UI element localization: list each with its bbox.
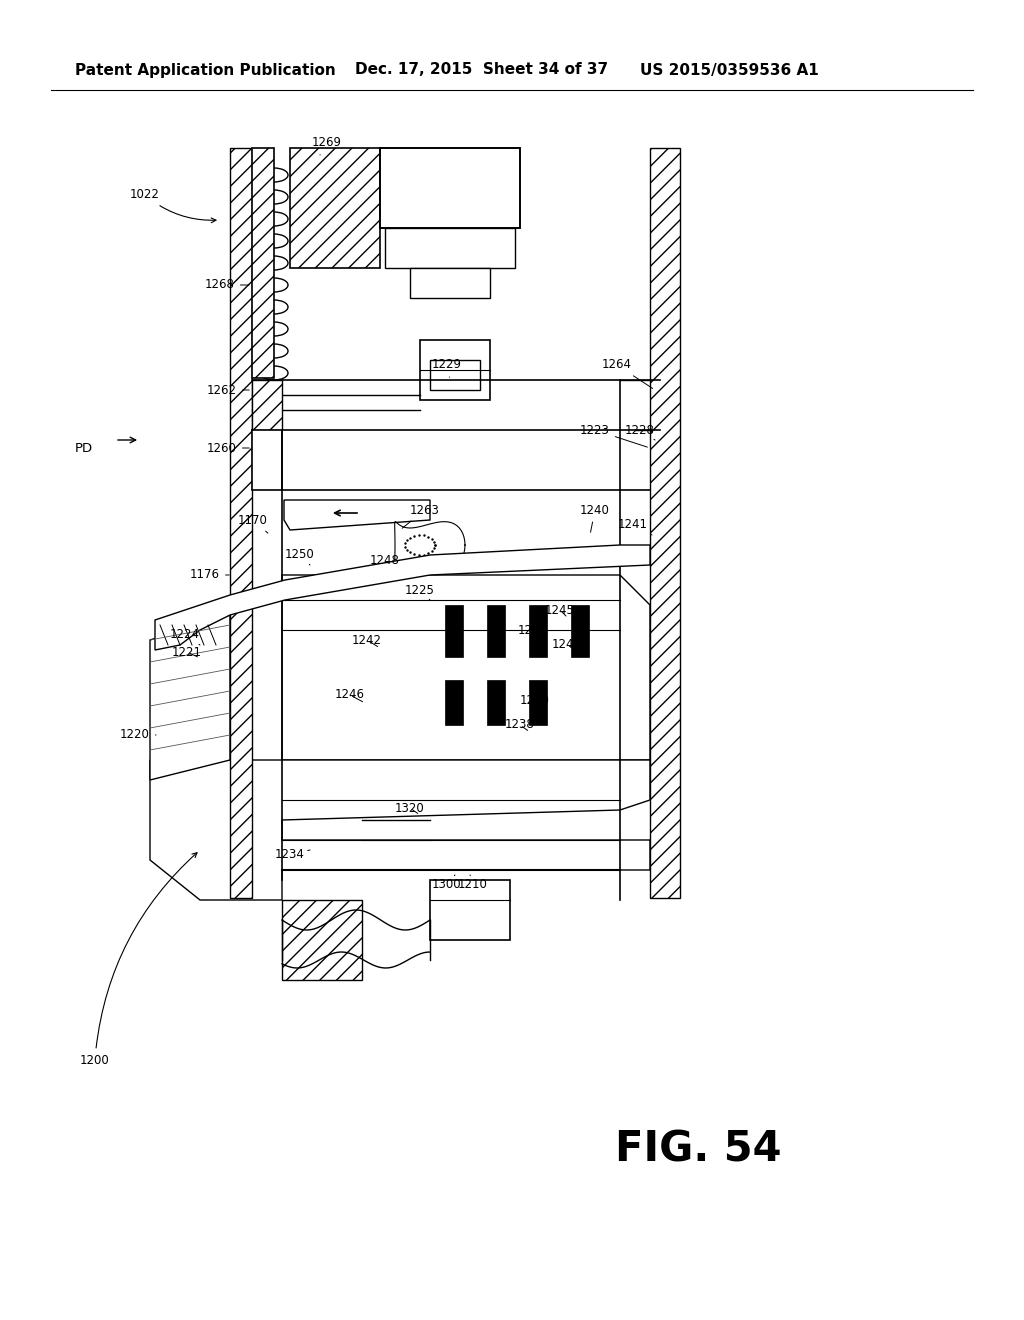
Bar xyxy=(410,268,490,298)
Text: 1320: 1320 xyxy=(395,801,425,814)
Text: 1245: 1245 xyxy=(545,603,574,616)
Ellipse shape xyxy=(260,322,288,337)
Text: 1240: 1240 xyxy=(520,693,550,710)
Bar xyxy=(252,380,282,430)
Ellipse shape xyxy=(260,279,288,292)
Ellipse shape xyxy=(260,213,288,226)
Bar xyxy=(380,148,520,228)
Text: FIG. 54: FIG. 54 xyxy=(615,1129,781,1171)
Ellipse shape xyxy=(260,168,288,182)
Text: 1248: 1248 xyxy=(370,553,400,566)
Ellipse shape xyxy=(260,366,288,380)
Bar xyxy=(252,148,274,378)
Text: 1269: 1269 xyxy=(312,136,342,154)
Bar xyxy=(529,680,547,725)
Bar xyxy=(430,880,510,940)
Text: 1260: 1260 xyxy=(207,441,249,454)
Bar xyxy=(380,148,520,228)
Text: 1200: 1200 xyxy=(80,853,197,1067)
Polygon shape xyxy=(150,760,650,900)
Text: 1228: 1228 xyxy=(625,424,655,440)
Bar xyxy=(445,605,463,657)
Text: 1263: 1263 xyxy=(402,503,440,528)
Text: 1238: 1238 xyxy=(505,718,535,731)
Text: 1219: 1219 xyxy=(518,623,548,640)
Text: PD: PD xyxy=(75,441,93,454)
Bar xyxy=(230,148,252,898)
Ellipse shape xyxy=(260,300,288,314)
Text: 1262: 1262 xyxy=(207,384,249,396)
Bar xyxy=(445,680,463,725)
Text: 1242: 1242 xyxy=(352,634,382,647)
Text: 1224: 1224 xyxy=(170,628,200,645)
Bar xyxy=(252,430,282,490)
Text: 1225: 1225 xyxy=(406,583,435,601)
Text: 1244: 1244 xyxy=(552,639,582,652)
Bar xyxy=(529,605,547,657)
Text: 1210: 1210 xyxy=(458,875,487,891)
Bar xyxy=(487,680,505,725)
Ellipse shape xyxy=(260,190,288,205)
Text: 1221: 1221 xyxy=(172,645,202,659)
Polygon shape xyxy=(282,576,650,760)
Bar xyxy=(487,605,505,657)
Ellipse shape xyxy=(260,234,288,248)
Ellipse shape xyxy=(260,256,288,271)
Text: 1223: 1223 xyxy=(580,424,647,447)
Text: 1022: 1022 xyxy=(130,189,216,223)
Ellipse shape xyxy=(260,345,288,358)
Polygon shape xyxy=(284,500,430,531)
Polygon shape xyxy=(155,545,650,649)
Text: 1250: 1250 xyxy=(285,549,314,565)
Text: 1176: 1176 xyxy=(190,569,229,582)
Text: 1170: 1170 xyxy=(238,513,268,533)
Text: 1268: 1268 xyxy=(205,279,249,292)
Bar xyxy=(430,360,480,389)
Text: 1300: 1300 xyxy=(432,875,462,891)
Text: Dec. 17, 2015  Sheet 34 of 37: Dec. 17, 2015 Sheet 34 of 37 xyxy=(355,62,608,78)
Text: 1220: 1220 xyxy=(120,729,156,742)
Text: US 2015/0359536 A1: US 2015/0359536 A1 xyxy=(640,62,819,78)
Bar xyxy=(650,148,680,898)
Text: 1264: 1264 xyxy=(602,359,652,388)
Bar xyxy=(420,341,490,400)
Polygon shape xyxy=(150,615,230,780)
Bar xyxy=(571,605,589,657)
Bar xyxy=(290,148,380,268)
Text: 1240: 1240 xyxy=(580,503,610,532)
Text: 1246: 1246 xyxy=(335,689,365,702)
Text: Patent Application Publication: Patent Application Publication xyxy=(75,62,336,78)
Bar xyxy=(385,228,515,268)
Bar xyxy=(282,900,362,979)
Text: 1229: 1229 xyxy=(432,359,462,378)
Text: 1234: 1234 xyxy=(275,849,310,862)
Text: 1241: 1241 xyxy=(618,519,652,535)
